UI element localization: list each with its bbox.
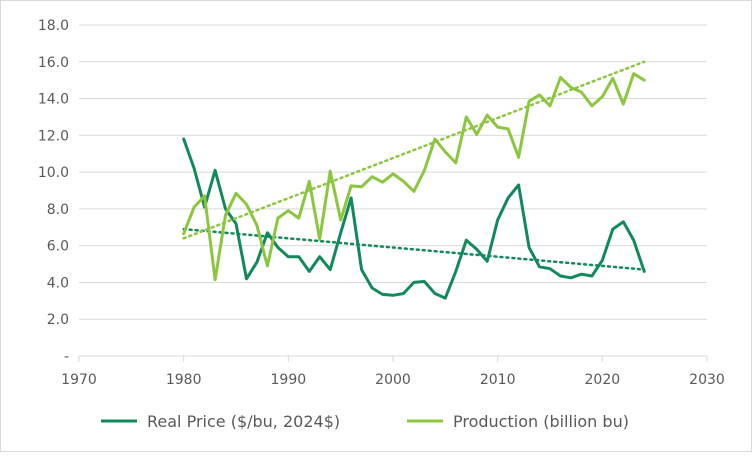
x-tick-label: 2000 [375, 372, 411, 388]
x-tick-label: 1980 [166, 372, 202, 388]
y-tick-label: 6.0 [47, 239, 69, 255]
y-tick-label: 10.0 [38, 165, 69, 181]
legend-label-1: Production (billion bu) [453, 412, 629, 431]
y-tick-label: 4.0 [47, 275, 69, 291]
x-tick-label: 2020 [585, 372, 621, 388]
series-lines [182, 60, 646, 300]
x-tick-label: 1970 [61, 372, 97, 388]
y-tick-label: 2.0 [47, 312, 69, 328]
trendline-0 [182, 227, 646, 271]
axes: - 2.0 4.0 6.0 8.0 10.0 12.0 14.0 16.0 18.0 1970 198… [38, 18, 725, 388]
y-tick-label: 18.0 [38, 18, 69, 34]
series-line-0 [182, 137, 646, 300]
y-tick-label: 8.0 [47, 202, 69, 218]
y-tick-label: 14.0 [38, 92, 69, 108]
legend: Real Price ($/bu, 2024$) Production (bill… [101, 412, 629, 431]
trendline-1 [182, 60, 646, 240]
gridlines [79, 24, 707, 320]
x-tick-label: 1990 [271, 372, 307, 388]
series-line-1 [182, 72, 646, 282]
y-tick-label: 12.0 [38, 128, 69, 144]
legend-label-0: Real Price ($/bu, 2024$) [147, 412, 340, 431]
x-tick-label: 2010 [480, 372, 516, 388]
y-tick-label: - [64, 349, 69, 365]
y-tick-label: 16.0 [38, 55, 69, 71]
x-tick-label: 2030 [689, 372, 725, 388]
